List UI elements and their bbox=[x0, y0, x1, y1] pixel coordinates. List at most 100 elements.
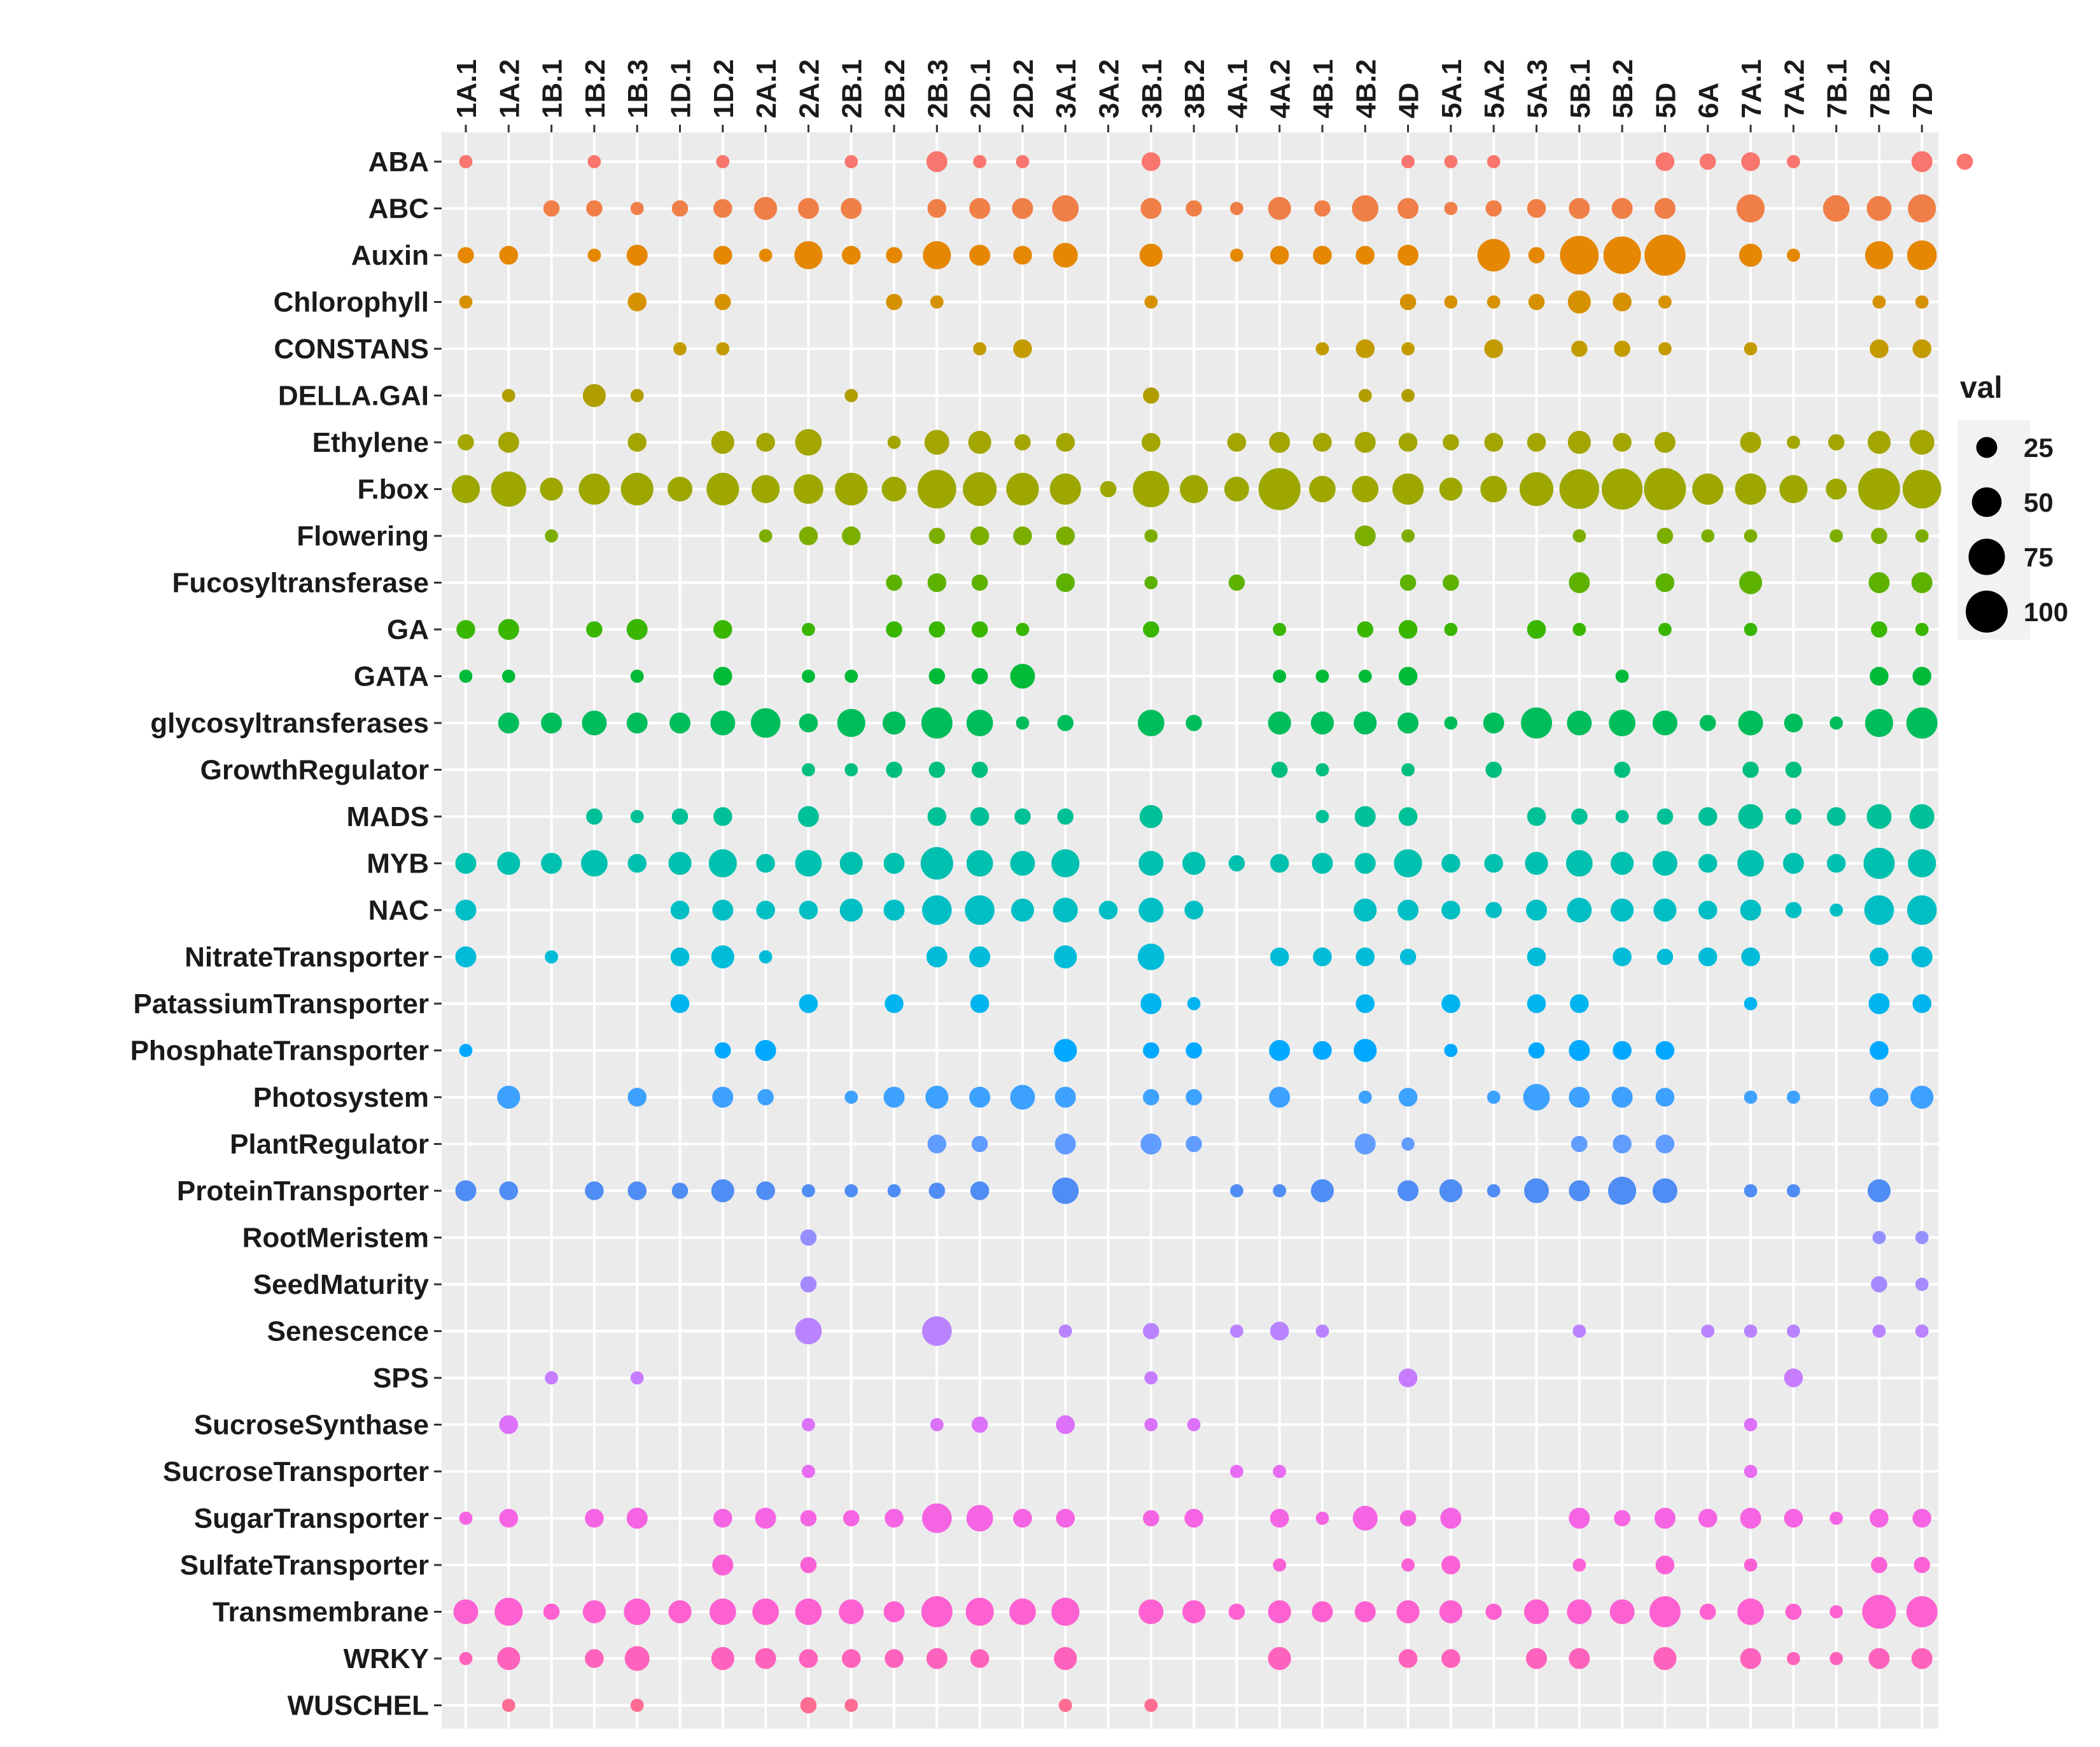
data-point bbox=[627, 853, 647, 873]
data-point bbox=[1401, 1558, 1415, 1572]
data-point bbox=[1358, 670, 1372, 683]
legend-label: 25 bbox=[2024, 433, 2054, 463]
data-point bbox=[1907, 240, 1937, 270]
y-tick-label: GATA bbox=[354, 661, 429, 692]
data-point bbox=[1655, 1134, 1675, 1154]
data-point bbox=[800, 1229, 817, 1246]
data-point bbox=[755, 1508, 776, 1529]
data-point bbox=[1143, 1042, 1159, 1059]
data-point bbox=[1398, 1649, 1418, 1668]
legend-key bbox=[1971, 487, 2002, 517]
data-point bbox=[969, 244, 991, 266]
data-point bbox=[844, 1090, 858, 1104]
data-point bbox=[1863, 848, 1895, 879]
data-point bbox=[795, 429, 822, 456]
data-point bbox=[1487, 295, 1501, 309]
data-point bbox=[759, 950, 773, 964]
data-point bbox=[1614, 340, 1630, 357]
x-tick-label: 2A.2 bbox=[794, 59, 825, 118]
data-point bbox=[1908, 849, 1936, 878]
data-point bbox=[756, 901, 775, 920]
data-point bbox=[1352, 475, 1379, 503]
data-point bbox=[1056, 526, 1075, 545]
data-point bbox=[586, 200, 603, 217]
data-point bbox=[1615, 670, 1629, 683]
data-point bbox=[886, 574, 902, 591]
data-point bbox=[1016, 155, 1030, 169]
data-point bbox=[1013, 246, 1032, 265]
data-point bbox=[1570, 994, 1589, 1013]
data-point bbox=[1744, 529, 1758, 543]
data-point bbox=[1744, 1324, 1758, 1338]
data-point bbox=[582, 1600, 606, 1624]
data-point bbox=[1354, 1039, 1377, 1062]
data-point bbox=[1569, 1648, 1590, 1669]
data-point bbox=[965, 895, 995, 925]
data-point bbox=[1871, 528, 1887, 544]
data-point bbox=[1016, 622, 1030, 636]
data-point bbox=[1738, 804, 1763, 829]
data-point bbox=[1315, 1324, 1329, 1338]
data-point bbox=[710, 710, 736, 736]
data-point bbox=[1268, 1600, 1291, 1624]
data-point bbox=[1187, 997, 1201, 1011]
data-point bbox=[1054, 1133, 1076, 1154]
data-point bbox=[844, 1699, 858, 1712]
data-point bbox=[799, 713, 818, 733]
grid-lines bbox=[442, 132, 1938, 1729]
data-point bbox=[1477, 239, 1510, 272]
data-point bbox=[1603, 236, 1641, 274]
data-point bbox=[1010, 664, 1035, 689]
data-point bbox=[1313, 947, 1332, 967]
data-point bbox=[1735, 474, 1767, 505]
data-point bbox=[1870, 1041, 1889, 1060]
data-point bbox=[1609, 1599, 1635, 1624]
data-point bbox=[1354, 853, 1376, 874]
data-point bbox=[1914, 1557, 1930, 1573]
data-point bbox=[1653, 898, 1677, 922]
data-point bbox=[1439, 1600, 1462, 1624]
data-point bbox=[1613, 433, 1632, 452]
data-point bbox=[1051, 1597, 1080, 1626]
data-point bbox=[1012, 198, 1033, 219]
data-point bbox=[1738, 710, 1763, 736]
data-point bbox=[1443, 434, 1459, 451]
data-point bbox=[1230, 202, 1243, 215]
data-point bbox=[1649, 1596, 1681, 1627]
x-tick-label: 1D.1 bbox=[666, 59, 697, 118]
data-point bbox=[578, 474, 610, 505]
data-point bbox=[1227, 433, 1247, 452]
data-point bbox=[1826, 479, 1847, 500]
data-point bbox=[668, 852, 692, 875]
data-point bbox=[928, 668, 946, 685]
data-point bbox=[800, 1276, 817, 1293]
data-point bbox=[1137, 710, 1165, 736]
data-point bbox=[1910, 1085, 1934, 1109]
data-point bbox=[1144, 295, 1158, 309]
data-point bbox=[973, 342, 986, 356]
data-point bbox=[1142, 433, 1161, 452]
data-point bbox=[1658, 342, 1672, 356]
data-point bbox=[1484, 339, 1503, 358]
y-tick-label: SPS bbox=[373, 1363, 429, 1394]
data-point bbox=[586, 808, 603, 825]
x-tick-label: 5A.2 bbox=[1479, 59, 1510, 118]
data-point bbox=[1397, 899, 1419, 921]
data-point bbox=[497, 1646, 521, 1671]
data-point bbox=[627, 433, 647, 452]
data-point bbox=[451, 475, 480, 503]
x-tick-label: 3B.2 bbox=[1179, 59, 1210, 118]
data-point bbox=[837, 708, 865, 738]
y-tick-label: WUSCHEL bbox=[288, 1690, 429, 1722]
data-point bbox=[1862, 1594, 1896, 1629]
data-point bbox=[1527, 199, 1546, 218]
x-tick-label: 4D bbox=[1394, 83, 1425, 118]
data-point bbox=[800, 1697, 817, 1714]
data-point bbox=[1313, 1041, 1332, 1060]
data-point bbox=[1786, 1090, 1800, 1104]
data-point bbox=[1909, 430, 1935, 455]
x-tick-label: 1A.1 bbox=[451, 59, 482, 118]
data-point bbox=[1228, 855, 1245, 872]
data-point bbox=[1786, 1324, 1800, 1338]
